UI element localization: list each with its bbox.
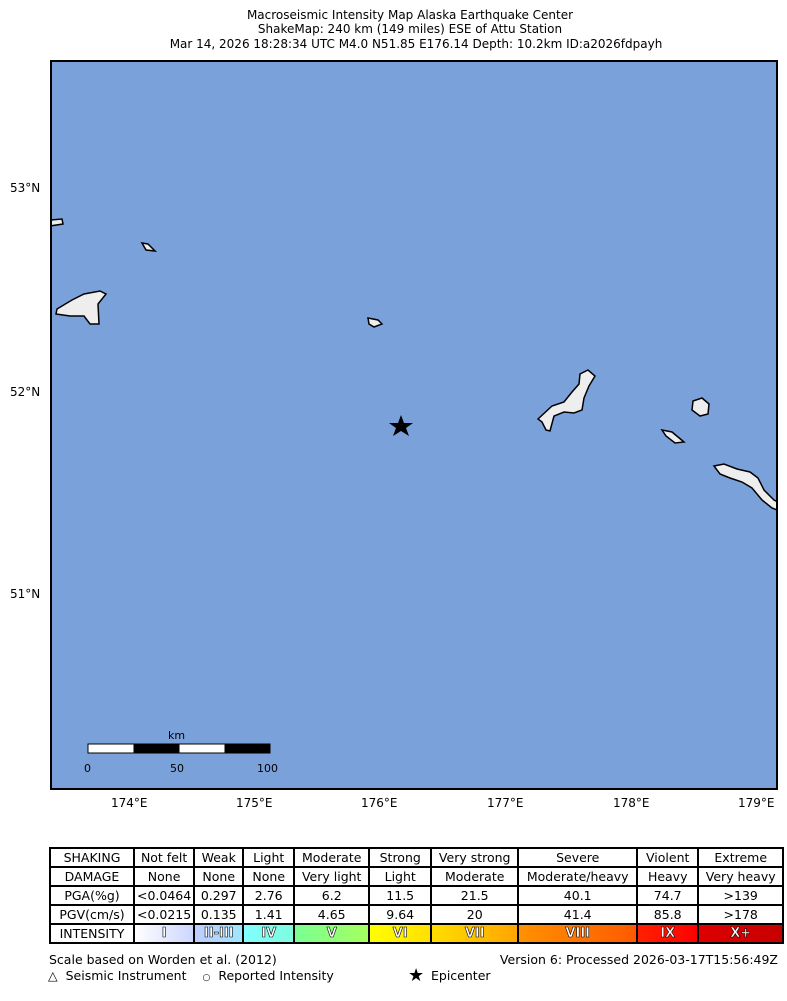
intensity-cell: VIII [517,923,639,944]
version-info: Version 6: Processed 2026-03-17T15:56:49… [499,952,778,967]
legend-cell: None [132,866,196,887]
scale-note: Scale based on Worden et al. (2012) [49,952,277,967]
intensity-cell: X+ [697,923,785,944]
lon-label: 175°E [236,796,273,810]
legend-cell: <0.0215 [132,904,196,925]
legend-row: PGA(%g) <0.0464 0.297 2.76 6.2 11.5 21.5 40.1 74… [49,885,785,906]
intensity-cell: VI [368,923,433,944]
legend-cell: Very light [293,866,371,887]
legend-cell: >139 [697,885,785,906]
title-line3: Mar 14, 2026 18:28:34 UTC M4.0 N51.85 E1… [169,37,663,51]
legend-cell: >178 [697,904,785,925]
lon-label: 178°E [613,796,650,810]
legend-cell: None [242,866,296,887]
lon-label: 176°E [361,796,398,810]
scale-bar [87,743,271,754]
intensity-map[interactable]: km 0 50 100 [50,60,778,790]
legend-cell: 11.5 [368,885,433,906]
lon-label: 174°E [111,796,148,810]
intensity-cell: II-III [193,923,245,944]
lon-label: 179°E [738,796,775,810]
lat-label: 53°N [10,181,41,195]
intensity-cell: VII [430,923,520,944]
legend-cell: PGA(%g) [49,885,135,906]
star-icon: ★ [408,965,425,986]
legend-cell: Heavy [636,866,700,887]
legend-cell: 41.4 [517,904,639,925]
legend-cell: 2.76 [242,885,296,906]
epicenter-star-icon [389,415,413,436]
legend-cell: 0.297 [193,885,245,906]
legend-cell: Extreme [697,847,785,868]
legend-cell: 0.135 [193,904,245,925]
legend-cell: SHAKING [49,847,135,868]
legend-cell: 9.64 [368,904,433,925]
legend-cell: Light [242,847,296,868]
instrument-label: Seismic Instrument [65,968,187,983]
scale-tick: 0 [84,762,91,775]
reported-label: Reported Intensity [218,968,334,983]
legend-cell: Light [368,866,433,887]
island [55,290,108,325]
island [660,428,686,444]
intensity-cell: I [132,923,196,944]
legend-cell: Very strong [430,847,520,868]
intensity-cell: IV [242,923,296,944]
legend-row: DAMAGE None None None Very light Light Moderat… [49,866,785,887]
legend-cell: 40.1 [517,885,639,906]
title-line2: ShakeMap: 240 km (149 miles) ESE of Attu… [257,22,563,36]
legend-cell: 20 [430,904,520,925]
legend-cell: Violent [636,847,700,868]
legend-cell: Moderate [430,866,520,887]
intensity-row: INTENSITY I II-III IV V VI VII VIII IX X+ [49,923,785,944]
intensity-cell: IX [636,923,700,944]
legend-cell: Moderate/heavy [517,866,639,887]
triangle-icon: △ [48,968,58,983]
legend-cell: Weak [193,847,245,868]
legend-cell: <0.0464 [132,885,196,906]
legend-cell: INTENSITY [49,923,135,944]
legend-row: SHAKING Not felt Weak Light Moderate Strong Ve… [49,847,785,868]
island [536,369,596,432]
legend-symbols: △ Seismic Instrument ○ Reported Intensit… [48,965,768,986]
island [52,218,64,227]
legend-cell: Very heavy [697,866,785,887]
lat-label: 51°N [10,587,41,601]
legend-cell: 21.5 [430,885,520,906]
intensity-legend-table: SHAKING Not felt Weak Light Moderate Strong Ve… [49,847,785,944]
legend-cell: 85.8 [636,904,700,925]
lon-label: 177°E [487,796,524,810]
map-features [52,218,776,754]
legend-cell: 6.2 [293,885,371,906]
legend-cell: Not felt [132,847,196,868]
legend-cell: DAMAGE [49,866,135,887]
lat-label: 52°N [10,385,41,399]
legend-cell: Severe [517,847,639,868]
circle-icon: ○ [202,973,211,983]
legend-cell: Moderate [293,847,371,868]
legend-cell: 4.65 [293,904,371,925]
legend-cell: 74.7 [636,885,700,906]
scale-unit: km [168,729,186,742]
legend-row: PGV(cm/s) <0.0215 0.135 1.41 4.65 9.64 20 41.4 8… [49,904,785,925]
scale-tick: 100 [257,762,278,775]
island [712,463,776,511]
island [367,317,384,328]
legend-cell: PGV(cm/s) [49,904,135,925]
legend-cell: 1.41 [242,904,296,925]
island [691,397,710,417]
scale-tick: 50 [170,762,184,775]
legend-cell: Strong [368,847,433,868]
epicenter-label: Epicenter [431,968,491,983]
intensity-cell: V [293,923,371,944]
title-line1: Macroseismic Intensity Map Alaska Earthq… [246,8,574,22]
legend-cell: None [193,866,245,887]
island [140,242,158,252]
